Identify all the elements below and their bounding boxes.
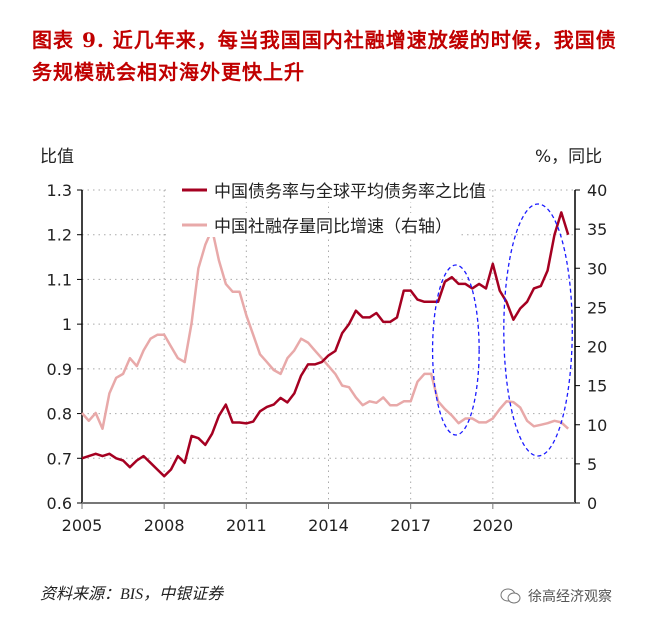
right-tick-label: 10	[587, 416, 607, 435]
right-tick-label: 0	[587, 494, 597, 513]
left-tick-label: 0.9	[47, 360, 72, 379]
x-tick-label: 2014	[308, 516, 349, 535]
wechat-icon	[500, 588, 521, 604]
left-tick-label: 1	[62, 315, 72, 334]
legend-bg	[170, 178, 460, 202]
figure-title: 图表 9. 近几年来，每当我国国内社融增速放缓的时候，我国债务规模就会相对海外更…	[32, 28, 617, 84]
watermark: 徐高经济观察	[500, 586, 612, 606]
right-tick-label: 20	[587, 338, 607, 357]
left-tick-label: 1.3	[47, 181, 72, 200]
highlight-ellipse	[503, 203, 573, 457]
highlight-ellipse	[431, 264, 480, 436]
x-tick-label: 2011	[226, 516, 267, 535]
right-tick-label: 5	[587, 455, 597, 474]
legend-label: 中国社融存量同比增速（右轴）	[214, 217, 452, 237]
right-tick-label: 25	[587, 298, 607, 317]
legend-bg	[170, 213, 460, 237]
left-tick-label: 1.1	[47, 270, 72, 289]
x-tick-label: 2017	[390, 516, 431, 535]
right-axis-title: %，同比	[535, 147, 603, 167]
x-tick-label: 2005	[62, 516, 103, 535]
watermark-text: 徐高经济观察	[528, 589, 612, 605]
right-tick-label: 35	[587, 220, 607, 239]
line-chart: 0.6 0.7 0.8 0.9 1 1.1 1.2 1.3 0 5 10 15 20 25 30 35 40 20…	[46, 178, 608, 535]
left-axis-title: 比值	[40, 147, 74, 167]
x-tick-label: 2008	[144, 516, 185, 535]
series-line-1	[81, 211, 570, 478]
right-tick-label: 30	[587, 259, 607, 278]
source-note: 资料来源：BIS，中银证券	[40, 586, 224, 603]
series-line-2	[81, 227, 570, 430]
legend-label: 中国债务率与全球平均债务率之比值	[214, 182, 486, 202]
left-tick-label: 1.2	[47, 226, 72, 245]
left-tick-label: 0.6	[47, 494, 72, 513]
left-tick-label: 0.7	[47, 449, 72, 468]
right-tick-label: 40	[587, 181, 607, 200]
right-tick-label: 15	[587, 377, 607, 396]
x-tick-label: 2020	[472, 516, 513, 535]
left-tick-label: 0.8	[47, 405, 72, 424]
